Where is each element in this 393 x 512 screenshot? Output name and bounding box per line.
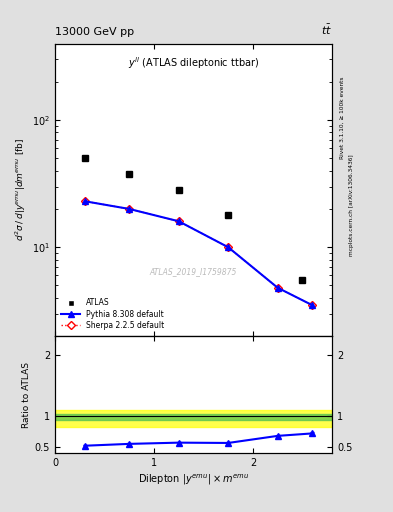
Bar [55,410,332,427]
Y-axis label: $d^2\sigma\,/\,d|y^{emu}|dm^{emu}$ [fb]: $d^2\sigma\,/\,d|y^{emu}|dm^{emu}$ [fb] [13,138,28,242]
Text: Rivet 3.1.10, ≥ 100k events: Rivet 3.1.10, ≥ 100k events [340,76,345,159]
X-axis label: Dilepton $|y^{emu}|\times m^{emu}$: Dilepton $|y^{emu}|\times m^{emu}$ [138,472,249,486]
Bar [55,414,332,420]
Text: 13000 GeV pp: 13000 GeV pp [55,27,134,37]
Text: $t\bar{t}$: $t\bar{t}$ [321,23,332,37]
Y-axis label: Ratio to ATLAS: Ratio to ATLAS [22,361,31,428]
Legend: ATLAS, Pythia 8.308 default, Sherpa 2.2.5 default: ATLAS, Pythia 8.308 default, Sherpa 2.2.… [59,296,167,332]
Text: $y^{ll}$ (ATLAS dileptonic ttbar): $y^{ll}$ (ATLAS dileptonic ttbar) [128,55,259,71]
Text: mcplots.cern.ch [arXiv:1306.3436]: mcplots.cern.ch [arXiv:1306.3436] [349,154,354,255]
Text: ATLAS_2019_I1759875: ATLAS_2019_I1759875 [150,267,237,276]
